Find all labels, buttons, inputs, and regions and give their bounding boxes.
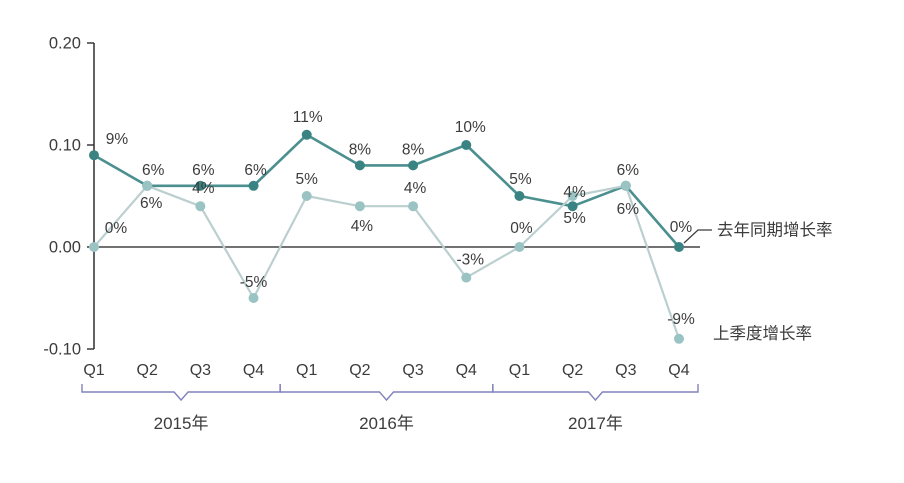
year-label: 2016年 — [359, 414, 414, 433]
y-axis-tick-label: 0.20 — [49, 35, 81, 53]
series-yoy-label: 4% — [563, 184, 586, 201]
series-qoq-point — [408, 201, 419, 212]
x-quarter-label: Q4 — [456, 362, 477, 379]
x-quarter-label: Q4 — [668, 362, 689, 379]
series-qoq-point — [461, 272, 472, 283]
series-yoy-label: 6% — [617, 162, 640, 179]
x-quarter-label: Q1 — [509, 362, 530, 379]
series-qoq-point — [567, 191, 578, 201]
series-yoy-label: 11% — [293, 109, 323, 126]
series-qoq-point — [142, 180, 153, 191]
series-yoy-point — [461, 140, 472, 150]
year-bracket — [279, 384, 494, 402]
series-qoq-label: 5% — [296, 171, 319, 188]
legend-connector — [683, 229, 712, 244]
x-quarter-label: Q2 — [137, 362, 158, 379]
series-yoy-point — [301, 129, 312, 140]
series-yoy-label: 8% — [349, 141, 372, 158]
x-quarter-label: Q3 — [190, 362, 211, 379]
series-qoq-label: 5% — [563, 210, 586, 227]
year-bracket — [492, 384, 699, 402]
series-yoy-label: 6% — [244, 162, 267, 179]
series-qoq-point — [89, 242, 99, 252]
year-bracket — [81, 384, 281, 402]
x-quarter-label: Q2 — [349, 362, 370, 379]
series-yoy-point — [408, 160, 419, 171]
series-yoy-point — [354, 160, 365, 171]
series-yoy-label: 0% — [670, 219, 693, 236]
series-qoq-point — [195, 201, 206, 212]
series-qoq-label: 0% — [510, 220, 533, 237]
series-qoq-label: 4% — [404, 180, 427, 197]
series-yoy-point — [248, 180, 259, 191]
x-quarter-label: Q2 — [562, 362, 583, 379]
series-qoq-point — [354, 201, 365, 212]
x-quarter-label: Q1 — [296, 362, 317, 379]
legend-label-qoq: 上季度增长率 — [713, 324, 812, 343]
series-qoq-label: -3% — [456, 252, 484, 269]
y-axis-tick-label: 0.10 — [49, 137, 81, 155]
series-qoq-label: 6% — [617, 201, 640, 218]
series-qoq-point — [514, 242, 525, 252]
x-quarter-label: Q1 — [83, 362, 104, 379]
series-qoq-line — [92, 184, 681, 340]
series-yoy-label: 5% — [509, 171, 532, 188]
series-yoy-line — [92, 133, 681, 249]
series-yoy-label: 6% — [192, 162, 215, 179]
series-yoy-point — [514, 191, 525, 201]
series-yoy-label: 8% — [402, 141, 425, 158]
year-label: 2015年 — [154, 414, 209, 433]
legend-label-yoy: 去年同期增长率 — [717, 221, 833, 240]
x-quarter-label: Q3 — [402, 362, 423, 379]
series-qoq-label: 4% — [351, 218, 374, 235]
series-qoq-label: -5% — [240, 274, 268, 291]
x-quarter-label: Q3 — [615, 362, 636, 379]
series-qoq-label: -9% — [667, 311, 695, 328]
series-qoq-point — [673, 333, 684, 344]
y-axis-tick-label: -0.10 — [43, 341, 81, 359]
series-qoq-point — [248, 293, 259, 303]
series-yoy-point — [567, 201, 578, 212]
series-qoq-point — [620, 180, 631, 191]
y-axis-tick-label: 0.00 — [49, 239, 81, 257]
series-yoy-point — [673, 242, 684, 252]
series-qoq-label: 4% — [192, 180, 215, 197]
series-yoy-point — [195, 180, 206, 191]
series-yoy-label: 9% — [106, 131, 129, 148]
series-qoq-label: 6% — [140, 195, 163, 212]
x-quarter-label: Q4 — [243, 362, 264, 379]
series-qoq-label: 0% — [105, 220, 128, 237]
series-qoq-point — [301, 191, 312, 201]
series-yoy-label: 10% — [455, 119, 486, 136]
series-yoy-point — [89, 150, 99, 161]
year-label: 2017年 — [568, 414, 623, 433]
series-yoy-label: 6% — [142, 162, 165, 179]
